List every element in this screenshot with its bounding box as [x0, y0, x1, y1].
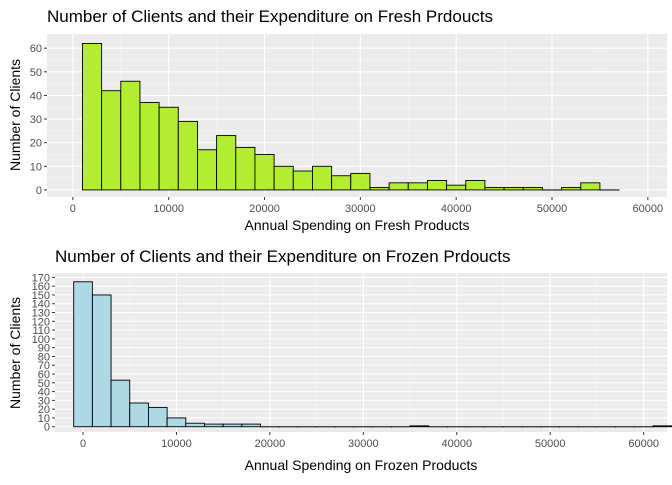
frozen-chart-title: Number of Clients and their Expenditure …	[55, 247, 510, 266]
fresh-histogram-bar	[370, 188, 389, 190]
fresh-x-tick-label: 0	[70, 203, 76, 215]
frozen-x-tick-label: 20000	[255, 438, 286, 450]
fresh-x-tick-label: 60000	[633, 203, 664, 215]
frozen-histogram-bar	[410, 426, 429, 427]
frozen-x-tick-label: 30000	[348, 438, 379, 450]
fresh-y-tick-label: 50	[30, 67, 42, 79]
fresh-histogram-bar	[332, 176, 351, 190]
fresh-histogram-bar	[197, 150, 216, 190]
fresh-y-tick-label: 0	[36, 185, 42, 197]
fresh-chart-title: Number of Clients and their Expenditure …	[47, 7, 493, 26]
fresh-histogram-bar	[351, 173, 370, 190]
frozen-y-tick-label: 170	[32, 272, 50, 284]
fresh-x-tick-label: 50000	[537, 203, 568, 215]
fresh-histogram-bar	[466, 180, 485, 189]
frozen-chart: Number of Clients and their Expenditure …	[7, 247, 672, 473]
fresh-histogram-bar	[255, 154, 274, 189]
fresh-y-axis-title: Number of Clients	[7, 59, 23, 171]
fresh-x-tick-label: 30000	[345, 203, 376, 215]
fresh-histogram-bar	[236, 147, 255, 190]
frozen-histogram-bar	[92, 295, 111, 427]
fresh-y-tick-label: 30	[30, 114, 42, 126]
fresh-histogram-bar	[121, 81, 140, 190]
fresh-histogram-bar	[389, 183, 408, 190]
fresh-histogram-bar	[140, 103, 159, 190]
frozen-histogram-bar	[186, 423, 205, 427]
fresh-y-tick-label: 40	[30, 90, 42, 102]
frozen-x-tick-label: 40000	[441, 438, 472, 450]
fresh-x-tick-label: 20000	[249, 203, 280, 215]
fresh-x-tick-label: 10000	[153, 203, 184, 215]
frozen-histogram-bar	[242, 424, 261, 427]
fresh-histogram-bar	[274, 166, 293, 190]
frozen-histogram-bar	[111, 380, 130, 427]
fresh-histogram-bar	[523, 188, 542, 190]
fresh-histogram-bar	[312, 166, 331, 190]
fresh-histogram-bar	[447, 185, 466, 190]
fresh-histogram-bar	[293, 171, 312, 190]
frozen-x-tick-label: 0	[80, 438, 86, 450]
fresh-histogram-bar	[427, 180, 446, 189]
fresh-histogram-bar	[82, 43, 101, 189]
frozen-x-tick-label: 10000	[161, 438, 192, 450]
frozen-histogram-bar	[130, 403, 149, 427]
fresh-histogram-bar	[562, 188, 581, 190]
frozen-histogram-bar	[74, 282, 93, 427]
frozen-x-tick-label: 60000	[628, 438, 659, 450]
frozen-x-axis-title: Annual Spending on Frozen Products	[245, 457, 478, 473]
fresh-chart: Number of Clients and their Expenditure …	[7, 7, 667, 233]
fresh-histogram-bar	[159, 107, 178, 190]
fresh-y-tick-label: 20	[30, 138, 42, 150]
fresh-histogram-bar	[217, 136, 236, 190]
fresh-histogram-bar	[408, 183, 427, 190]
frozen-x-tick-label: 50000	[535, 438, 566, 450]
frozen-histogram-bar	[653, 426, 672, 427]
fresh-histogram-bar	[581, 183, 600, 190]
fresh-histogram-bar	[102, 91, 121, 190]
fresh-histogram-bar	[485, 188, 504, 190]
fresh-y-tick-label: 10	[30, 161, 42, 173]
frozen-histogram-bar	[167, 418, 186, 427]
frozen-histogram-bar	[204, 424, 223, 427]
frozen-histogram-bar	[223, 424, 242, 427]
fresh-y-tick-label: 60	[30, 43, 42, 55]
fresh-histogram-bar	[504, 188, 523, 190]
fresh-x-axis-title: Annual Spending on Fresh Products	[245, 217, 470, 233]
frozen-y-axis-title: Number of Clients	[7, 297, 23, 409]
fresh-x-tick-label: 40000	[441, 203, 472, 215]
frozen-histogram-bar	[148, 407, 167, 426]
fresh-histogram-bar	[178, 121, 197, 190]
